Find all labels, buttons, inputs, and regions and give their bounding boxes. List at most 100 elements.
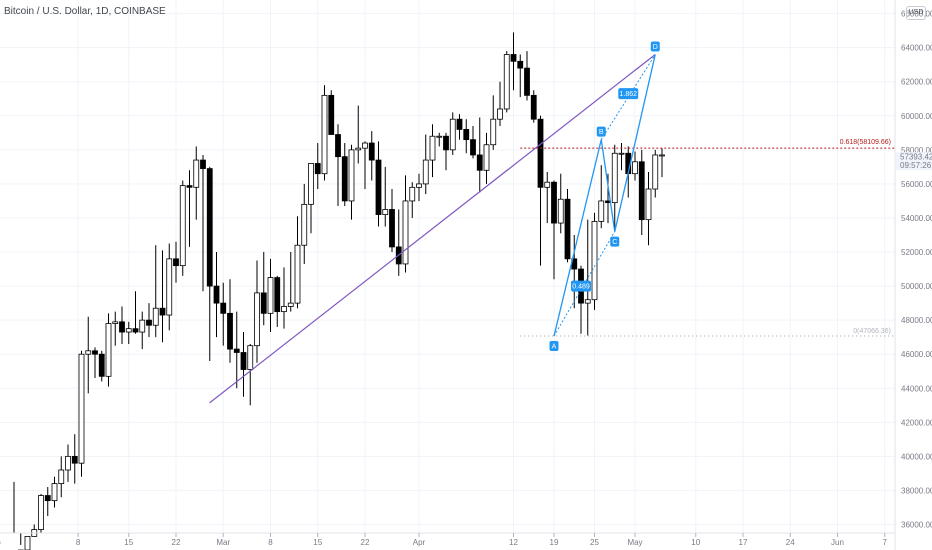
last-price-tag [896, 152, 932, 171]
candle-body [38, 495, 44, 530]
candle-body [389, 209, 395, 248]
candle-body [416, 183, 422, 188]
candle-body [71, 455, 78, 464]
trendline [209, 54, 656, 404]
time-axis[interactable]: Feb 8 15 22 Mar 8 15 22 Apr 12 19 25 May 10 17 24 Jun 7 [0, 532, 895, 547]
price-tick-label: 60000.00 [901, 112, 932, 121]
candle-body [24, 536, 31, 550]
time-tick-label: 10 [691, 538, 700, 547]
pattern-leg [614, 54, 656, 232]
time-tick-label: 19 [550, 538, 559, 547]
candle-body [483, 144, 490, 171]
candle-body [186, 185, 193, 188]
candle-body [341, 156, 348, 202]
candle-body [517, 60, 524, 69]
candle-body [436, 135, 443, 138]
time-tick-label: 7 [883, 538, 888, 547]
time-tick-label: 22 [361, 538, 370, 547]
candle-body [206, 168, 213, 287]
pattern-point-marker [610, 236, 620, 247]
candle-body [328, 94, 335, 135]
candle-body [645, 188, 652, 221]
time-tick-label: Feb [0, 538, 1, 547]
price-tick-label: 62000.00 [901, 78, 932, 87]
candle-body [314, 163, 321, 175]
pattern-point-marker [650, 41, 660, 52]
candle-body [85, 350, 92, 355]
candle-body [355, 147, 362, 151]
candle-body [632, 161, 638, 175]
candle-body [254, 292, 260, 347]
time-tick-label: May [627, 538, 642, 547]
pattern-ratio-badge [571, 280, 591, 292]
price-tick-label: 48000.00 [901, 316, 932, 325]
candle-body [537, 118, 544, 188]
price-tick-label: 50000.00 [901, 282, 932, 291]
candle-body [247, 345, 254, 370]
pattern-point-label: B [599, 129, 604, 136]
candle-body [240, 352, 247, 370]
candle-body [335, 134, 341, 158]
pattern-point-label: A [552, 344, 557, 351]
time-tick-label: 8 [76, 538, 81, 547]
price-tick-label: 58000.00 [901, 146, 932, 155]
candle-body [146, 319, 152, 326]
candle-body [166, 258, 173, 316]
candle-body [220, 302, 227, 314]
candle-body [132, 328, 139, 333]
candle-body [638, 161, 645, 221]
candle-body [659, 154, 665, 157]
price-tick-label: 44000.00 [901, 384, 932, 393]
candle-body [524, 67, 530, 96]
candle-body [456, 118, 463, 130]
candle-body [294, 244, 301, 304]
time-tick-label: 24 [786, 538, 795, 547]
pattern-point-label: C [612, 239, 617, 246]
pattern-ratio-line [600, 54, 656, 140]
time-tick-label: 17 [739, 538, 748, 547]
pattern-point-marker [549, 341, 559, 352]
symbol-title: Bitcoin / U.S. Dollar, 1D, COINBASE [4, 6, 166, 17]
candle-body [497, 108, 503, 120]
candle-body [564, 198, 571, 260]
candle-body [65, 455, 71, 471]
candle-body [267, 277, 274, 314]
candle-body [159, 307, 166, 316]
price-tick-label: 66000.00 [901, 10, 932, 19]
candle-body [287, 302, 294, 307]
candle-body [591, 220, 598, 301]
candle-body [443, 135, 449, 151]
pattern-ratio-label: 1.862 [619, 91, 637, 98]
candle-body [105, 323, 112, 377]
candle-body [301, 203, 308, 246]
price-axis[interactable]: 36000.00 38000.00 40000.00 42000.00 44000.00… [894, 0, 932, 550]
pattern-ratio-label: 0.489 [572, 284, 590, 291]
price-tick-label: 36000.00 [901, 520, 932, 529]
time-tick-label: 22 [172, 538, 181, 547]
candles [13, 32, 665, 550]
candle-body [193, 159, 200, 188]
candle-body [362, 142, 368, 149]
time-tick-label: 15 [124, 538, 133, 547]
candle-body [233, 348, 240, 353]
candle-body [200, 159, 206, 169]
currency-button[interactable]: USD [906, 6, 926, 20]
price-tick-label: 40000.00 [901, 452, 932, 461]
candle-body [152, 307, 159, 326]
price-tick-label: 56000.00 [901, 180, 932, 189]
candle-body [112, 321, 119, 324]
candle-body [179, 185, 186, 267]
candle-body [490, 118, 497, 146]
price-tick-label: 38000.00 [901, 486, 932, 495]
candle-body [470, 139, 476, 156]
fib-label-0618: 0.618(58109.66) [840, 139, 891, 146]
drawings: 0.618(58109.66) 0(47066.36) A B C D 0.489 1.862 [209, 41, 895, 404]
candle-body [58, 469, 65, 485]
time-tick-label: 25 [590, 538, 599, 547]
time-tick-label: Apr [413, 538, 426, 547]
candle-body [422, 159, 429, 185]
countdown-label: 09:57:26 [900, 161, 932, 170]
candle-body [227, 312, 233, 350]
candle-body [449, 118, 456, 151]
